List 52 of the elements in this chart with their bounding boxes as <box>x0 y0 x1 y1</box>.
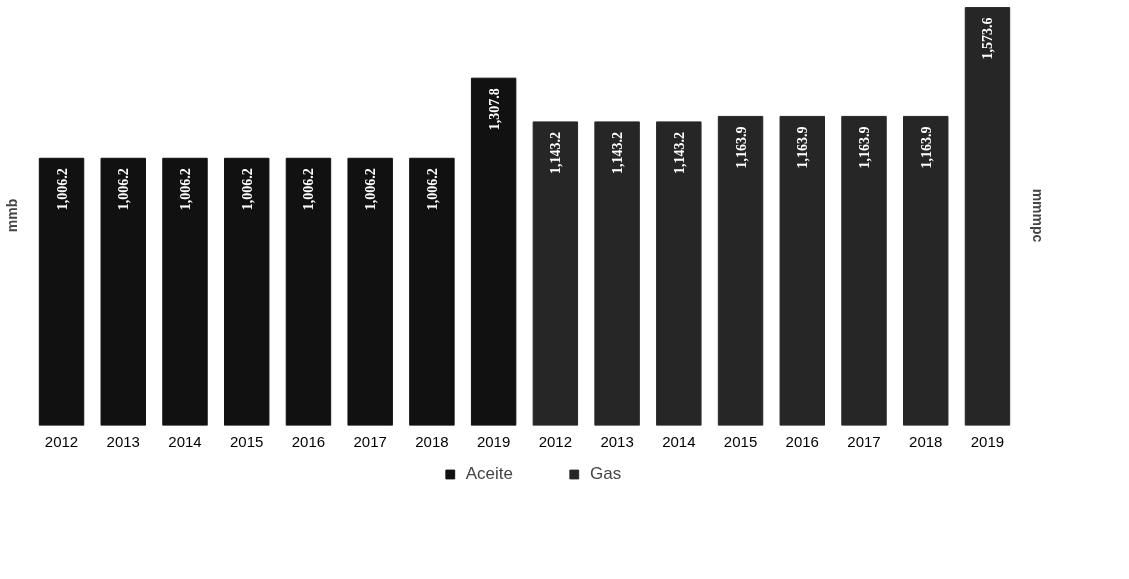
bar <box>347 157 393 426</box>
data-label: 1,006.2 <box>177 168 193 211</box>
data-label: 1,307.8 <box>486 88 502 131</box>
bar <box>38 157 85 426</box>
x-tick-label: 2018 <box>415 432 449 450</box>
data-label: 1,163.9 <box>918 126 934 169</box>
x-tick-label: 2018 <box>909 432 943 450</box>
x-tick-label: 2016 <box>291 432 326 450</box>
bar <box>903 115 949 426</box>
data-label: 1,006.2 <box>239 168 255 211</box>
data-label: 1,006.2 <box>363 168 379 211</box>
x-tick-label: 2017 <box>847 432 881 450</box>
x-tick-label: 2013 <box>600 432 634 450</box>
data-label: 1,006.2 <box>54 168 70 211</box>
bar <box>470 77 517 426</box>
data-label: 1,163.9 <box>795 126 811 169</box>
data-label: 1,143.2 <box>610 131 626 174</box>
bar <box>964 7 1011 426</box>
bar <box>841 115 887 426</box>
x-tick-label: 2019 <box>476 432 511 450</box>
x-tick-label: 2012 <box>44 432 79 450</box>
data-label: 1,163.9 <box>857 126 873 169</box>
x-tick-label: 2014 <box>662 432 696 450</box>
x-tick-label: 2019 <box>970 432 1005 450</box>
data-label: 1,143.2 <box>671 131 687 174</box>
data-label: 1,006.2 <box>424 168 440 211</box>
bar <box>656 121 702 426</box>
x-tick-label: 2017 <box>353 432 387 450</box>
bar <box>717 115 764 426</box>
data-label: 1,163.9 <box>733 126 749 169</box>
bar <box>224 157 270 426</box>
x-tick-label: 2013 <box>106 432 140 450</box>
x-tick-label: 2015 <box>230 432 264 450</box>
bar <box>285 157 332 426</box>
x-tick-label: 2014 <box>168 432 202 450</box>
data-label: 1,143.2 <box>548 131 564 174</box>
bar <box>779 115 825 426</box>
data-label: 1,006.2 <box>116 168 132 211</box>
legend-label: Aceite <box>465 464 514 484</box>
y2-axis-title: mmmpc <box>1029 188 1046 243</box>
bar <box>100 157 146 426</box>
bar <box>409 157 455 426</box>
x-tick-label: 2015 <box>723 432 758 450</box>
data-label: 1,573.6 <box>980 17 996 60</box>
legend-label: Gas <box>590 464 622 484</box>
x-tick-label: 2016 <box>785 432 819 450</box>
bar <box>532 121 579 426</box>
y-axis-title: mmb <box>3 198 20 233</box>
data-label: 1,006.2 <box>301 168 317 211</box>
x-tick-label: 2012 <box>538 432 573 450</box>
bar <box>162 157 208 426</box>
bar <box>594 121 640 426</box>
